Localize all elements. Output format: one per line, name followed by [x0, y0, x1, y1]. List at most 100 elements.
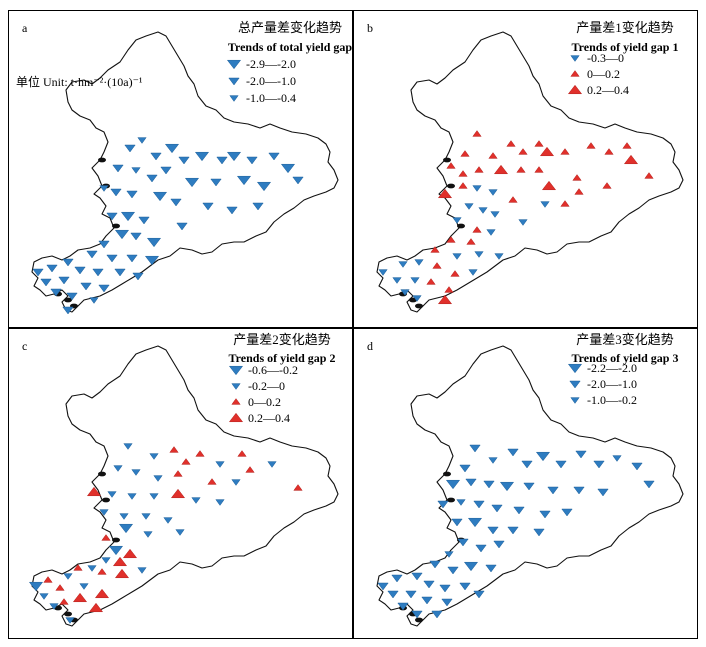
increase-marker	[446, 236, 456, 243]
increase-marker	[245, 466, 255, 473]
decrease-marker	[452, 217, 462, 224]
decrease-marker	[226, 151, 242, 162]
legend-symbol	[228, 77, 240, 86]
decrease-marker	[99, 509, 109, 516]
legend-title-en: Trends of yield gap 2	[229, 351, 336, 365]
decrease-marker	[127, 493, 137, 500]
decrease-marker	[387, 590, 399, 599]
increase-marker	[114, 568, 130, 579]
legend-symbol	[228, 412, 244, 423]
decrease-marker	[153, 475, 163, 482]
decrease-marker	[478, 207, 488, 214]
increase-marker	[458, 170, 468, 177]
increase-marker	[458, 182, 468, 189]
decrease-marker	[236, 175, 252, 186]
panel-letter: d	[367, 339, 373, 353]
decrease-marker	[149, 453, 159, 460]
water-body	[112, 223, 120, 229]
decrease-marker	[210, 178, 222, 187]
decrease-marker	[267, 461, 277, 468]
legend-label: 0.2—0.4	[587, 83, 629, 97]
decrease-marker	[79, 583, 89, 590]
decrease-marker	[216, 156, 228, 165]
decrease-marker	[126, 190, 138, 199]
decrease-marker	[452, 253, 462, 260]
decrease-marker	[444, 551, 454, 558]
increase-marker	[432, 262, 442, 269]
increase-marker	[97, 568, 107, 575]
decrease-marker	[108, 545, 124, 556]
decrease-marker	[457, 538, 469, 547]
decrease-marker	[49, 603, 59, 610]
decrease-marker	[447, 566, 459, 575]
station-markers	[32, 137, 304, 315]
decrease-marker	[507, 448, 519, 457]
increase-marker	[474, 166, 484, 173]
decrease-marker	[643, 480, 655, 489]
increase-marker	[122, 548, 138, 559]
decrease-marker	[469, 444, 481, 453]
increase-marker	[170, 488, 186, 499]
increase-marker	[574, 188, 584, 195]
legend-label: -2.9—-2.0	[246, 57, 296, 71]
legend-label: -2.2—-2.0	[587, 361, 637, 375]
decrease-marker	[473, 500, 485, 509]
legend-title-cn: 总产量差变化趋势	[238, 20, 342, 35]
decrease-marker	[86, 250, 98, 259]
decrease-marker	[226, 206, 238, 215]
decrease-marker	[523, 482, 535, 491]
decrease-marker	[215, 499, 225, 506]
legend-label: -0.2—0	[248, 379, 285, 393]
water-body	[443, 471, 451, 477]
decrease-marker	[80, 282, 92, 291]
increase-marker	[72, 592, 88, 603]
decrease-marker	[113, 465, 123, 472]
decrease-marker	[486, 229, 496, 236]
decrease-marker	[485, 564, 497, 573]
decrease-marker	[483, 480, 495, 489]
decrease-marker	[474, 251, 484, 258]
water-body	[102, 497, 110, 503]
increase-marker	[437, 188, 453, 199]
decrease-marker	[62, 258, 74, 267]
water-body	[415, 303, 423, 309]
decrease-marker	[40, 278, 52, 287]
increase-marker	[604, 148, 614, 155]
decrease-marker	[414, 259, 424, 266]
increase-marker	[644, 172, 654, 179]
increase-marker	[602, 182, 612, 189]
increase-marker	[506, 140, 516, 147]
decrease-marker	[411, 610, 423, 619]
decrease-marker	[459, 464, 471, 473]
decrease-marker	[268, 152, 280, 161]
increase-marker	[73, 564, 83, 571]
increase-marker	[560, 148, 570, 155]
increase-marker	[534, 166, 544, 173]
panel-letter: b	[367, 21, 373, 35]
legend: -2.9—-2.0 -2.0—-1.0 -1.0—-0.4	[226, 57, 296, 105]
water-body	[443, 157, 451, 163]
increase-marker	[207, 478, 217, 485]
decrease-marker	[170, 198, 182, 207]
legend-symbol	[231, 398, 241, 405]
increase-marker	[293, 484, 303, 491]
decrease-marker	[488, 457, 498, 464]
decrease-marker	[98, 240, 110, 249]
decrease-marker	[119, 513, 129, 520]
legend-label: 0—0.2	[587, 67, 620, 81]
legend-label: -0.3—0	[587, 51, 624, 65]
increase-marker	[195, 450, 205, 457]
decrease-marker	[391, 574, 403, 583]
increase-marker	[623, 154, 639, 165]
decrease-marker	[126, 254, 138, 263]
decrease-marker	[62, 306, 74, 315]
decrease-marker	[65, 617, 75, 624]
legend-title-cn: 产量差1变化趋势	[576, 20, 674, 35]
decrease-marker	[280, 163, 296, 174]
decrease-marker	[468, 269, 478, 276]
decrease-marker	[612, 455, 622, 462]
decrease-marker	[87, 565, 97, 572]
decrease-marker	[631, 462, 643, 471]
legend-symbol	[567, 363, 583, 374]
decrease-marker	[160, 166, 172, 175]
